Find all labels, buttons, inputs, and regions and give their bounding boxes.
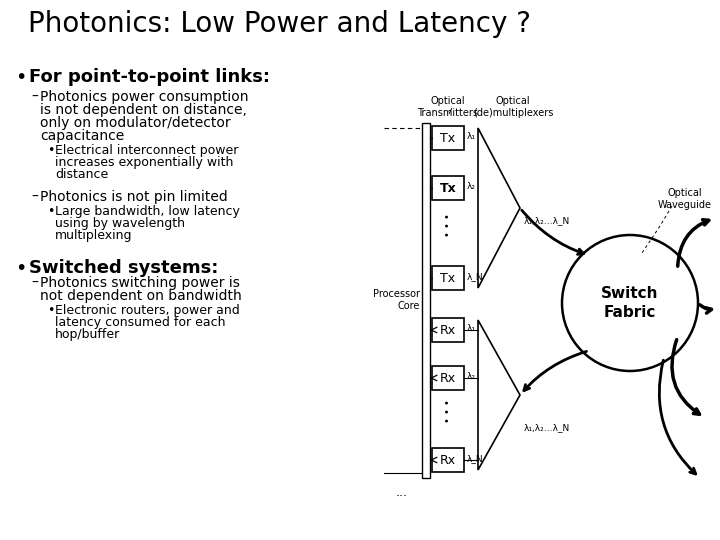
- Bar: [432, 448, 464, 472]
- Text: distance: distance: [55, 168, 108, 181]
- Text: Rx: Rx: [440, 372, 456, 384]
- Text: λ₁,λ₂…λ_N: λ₁,λ₂…λ_N: [524, 216, 570, 225]
- Text: • • •: • • •: [443, 399, 453, 423]
- Text: •: •: [15, 259, 27, 278]
- Text: latency consumed for each: latency consumed for each: [55, 316, 225, 329]
- Text: •: •: [15, 68, 27, 87]
- Text: •: •: [47, 304, 55, 317]
- Text: Optical
Transmitters: Optical Transmitters: [418, 96, 479, 118]
- Text: ...: ...: [396, 486, 408, 499]
- Text: λ₂: λ₂: [467, 372, 476, 381]
- Text: Large bandwidth, low latency: Large bandwidth, low latency: [55, 205, 240, 218]
- Text: •: •: [47, 144, 55, 157]
- Text: Photonics power consumption: Photonics power consumption: [40, 90, 248, 104]
- Text: Photonics: Low Power and Latency ?: Photonics: Low Power and Latency ?: [28, 10, 531, 38]
- Bar: [432, 266, 464, 290]
- Text: Tx: Tx: [440, 181, 456, 194]
- Text: Processor
Core: Processor Core: [373, 289, 420, 311]
- Bar: [422, 123, 430, 478]
- Text: •: •: [47, 205, 55, 218]
- Text: λ_N: λ_N: [467, 272, 484, 281]
- Text: Electrical interconnect power: Electrical interconnect power: [55, 144, 238, 157]
- Text: –: –: [31, 190, 38, 204]
- Text: is not dependent on distance,: is not dependent on distance,: [40, 103, 247, 117]
- Text: λ_N: λ_N: [467, 454, 484, 463]
- Text: only on modulator/detector: only on modulator/detector: [40, 116, 230, 130]
- Text: Electronic routers, power and: Electronic routers, power and: [55, 304, 240, 317]
- Text: For point-to-point links:: For point-to-point links:: [29, 68, 270, 86]
- Text: using by wavelength: using by wavelength: [55, 217, 185, 230]
- Text: • • •: • • •: [443, 213, 453, 237]
- Text: Tx: Tx: [441, 272, 456, 285]
- Text: Photonics is not pin limited: Photonics is not pin limited: [40, 190, 228, 204]
- Text: λ₁,λ₂…λ_N: λ₁,λ₂…λ_N: [524, 423, 570, 432]
- Text: Switched systems:: Switched systems:: [29, 259, 218, 277]
- Text: Switch
Fabric: Switch Fabric: [601, 286, 659, 320]
- Bar: [432, 366, 464, 390]
- Text: Photonics switching power is: Photonics switching power is: [40, 276, 240, 290]
- Bar: [432, 176, 464, 200]
- Text: Rx: Rx: [440, 454, 456, 467]
- Circle shape: [562, 235, 698, 371]
- Text: capacitance: capacitance: [40, 129, 125, 143]
- Bar: [432, 318, 464, 342]
- Text: Tx: Tx: [441, 132, 456, 145]
- Text: Optical
Waveguide: Optical Waveguide: [658, 188, 712, 210]
- Text: Rx: Rx: [440, 323, 456, 336]
- Text: Optical
(de)multiplexers: Optical (de)multiplexers: [473, 96, 553, 118]
- Text: –: –: [31, 276, 38, 290]
- Text: increases exponentially with: increases exponentially with: [55, 156, 233, 169]
- Text: hop/buffer: hop/buffer: [55, 328, 120, 341]
- Text: λ₂: λ₂: [467, 182, 476, 191]
- Text: λ₁: λ₁: [467, 132, 476, 141]
- Text: –: –: [31, 90, 38, 104]
- Text: multiplexing: multiplexing: [55, 229, 132, 242]
- Text: not dependent on bandwidth: not dependent on bandwidth: [40, 289, 242, 303]
- Text: λ₁: λ₁: [467, 324, 476, 333]
- Bar: [432, 126, 464, 150]
